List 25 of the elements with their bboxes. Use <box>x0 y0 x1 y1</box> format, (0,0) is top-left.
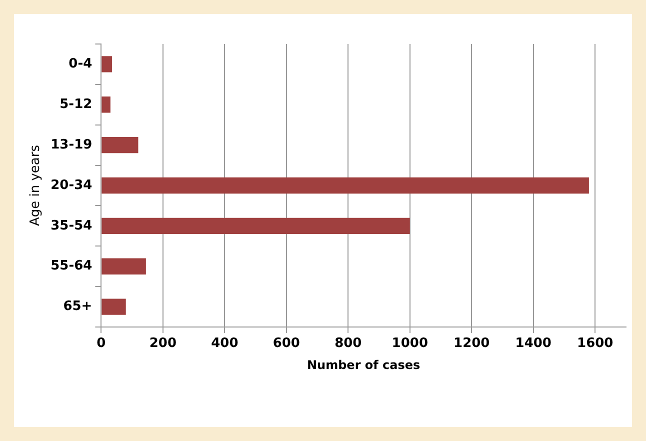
bar <box>102 56 112 72</box>
y-axis-title: Age in years <box>28 144 44 226</box>
x-tick-label: 1200 <box>454 336 490 352</box>
x-tick-label: 800 <box>334 336 362 352</box>
x-tick-label: 1400 <box>515 336 552 352</box>
bar <box>102 177 589 194</box>
bar <box>102 258 146 274</box>
y-tick-label: 20-34 <box>50 178 92 193</box>
bar <box>102 96 110 113</box>
bar <box>102 218 410 234</box>
x-tick-label: 400 <box>211 336 238 352</box>
y-tick-label: 35-54 <box>50 218 92 234</box>
x-axis-title: Number of cases <box>306 358 420 372</box>
x-tick-label: 600 <box>272 336 300 352</box>
y-tick-label: 5-12 <box>60 97 92 112</box>
x-tick-label: 1600 <box>577 336 614 352</box>
x-tick-label: 1000 <box>392 336 428 352</box>
y-tick-label: 13-19 <box>50 137 92 152</box>
bar <box>102 136 138 154</box>
x-tick-label: 200 <box>149 336 176 352</box>
x-tick-label: 0 <box>96 336 106 352</box>
y-tick-label: 0-4 <box>68 56 92 72</box>
y-tick-label: 65+ <box>63 299 92 314</box>
y-tick-label: 55-64 <box>50 258 92 274</box>
bar <box>102 298 126 315</box>
